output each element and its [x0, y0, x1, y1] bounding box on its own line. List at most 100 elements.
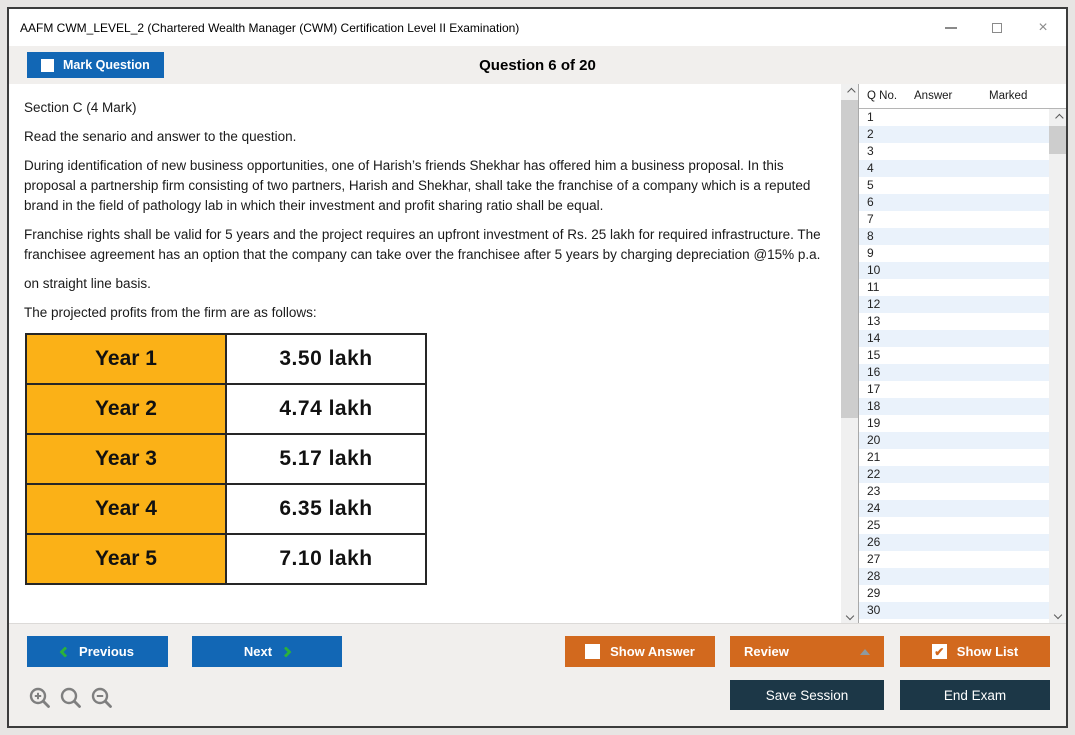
list-scrollbar[interactable] — [1049, 109, 1066, 623]
window-controls: × — [928, 9, 1066, 46]
list-scrollbar-thumb[interactable] — [1049, 126, 1066, 154]
question-list-row[interactable]: 25 — [859, 517, 1049, 534]
scroll-down-arrow[interactable] — [841, 608, 858, 623]
question-list-row[interactable]: 5 — [859, 177, 1049, 194]
question-list-row[interactable]: 12 — [859, 296, 1049, 313]
profit-table-row: Year 2 4.74 lakh — [25, 383, 427, 435]
year-cell: Year 3 — [25, 433, 227, 485]
close-icon: × — [1038, 18, 1048, 36]
question-list-row[interactable]: 2 — [859, 126, 1049, 143]
question-paragraphs: During identification of new business op… — [24, 156, 823, 323]
value-cell: 3.50 lakh — [225, 333, 427, 385]
show-answer-button[interactable]: Show Answer — [565, 636, 715, 667]
question-list-header: Q No. Answer Marked — [859, 84, 1066, 109]
next-button[interactable]: Next — [192, 636, 342, 667]
question-counter: Question 6 of 20 — [479, 56, 596, 74]
question-list-row[interactable]: 7 — [859, 211, 1049, 228]
question-list-rows: 1 2 3 4 5 6 7 8 9 10 11 12 13 14 15 16 17 18 19 20 21 22 23 24 2… — [859, 109, 1049, 619]
minimize-button[interactable] — [928, 9, 974, 46]
question-list-row[interactable]: 18 — [859, 398, 1049, 415]
exam-window: AAFM CWM_LEVEL_2 (Chartered Wealth Manag… — [7, 7, 1068, 728]
question-list-row[interactable]: 21 — [859, 449, 1049, 466]
save-session-label: Save Session — [765, 687, 849, 703]
zoom-reset-icon[interactable] — [59, 686, 83, 710]
question-list-row[interactable]: 27 — [859, 551, 1049, 568]
list-scroll-down-arrow[interactable] — [1049, 607, 1066, 622]
scroll-up-arrow[interactable] — [841, 84, 858, 99]
chevron-left-icon — [59, 645, 71, 658]
question-list-row[interactable]: 14 — [859, 330, 1049, 347]
question-paragraph: The projected profits from the firm are … — [24, 305, 317, 320]
toolbar: Mark Question Question 6 of 20 — [9, 46, 1066, 84]
list-scroll-up-arrow[interactable] — [1049, 110, 1066, 125]
question-list-row[interactable]: 11 — [859, 279, 1049, 296]
question-instruction: Read the senario and answer to the quest… — [24, 129, 297, 144]
question-list-row[interactable]: 23 — [859, 483, 1049, 500]
question-list-row[interactable]: 16 — [859, 364, 1049, 381]
question-list-row[interactable]: 13 — [859, 313, 1049, 330]
profit-table-row: Year 5 7.10 lakh — [25, 533, 427, 585]
previous-button[interactable]: Previous — [27, 636, 168, 667]
question-list-row[interactable]: 1 — [859, 109, 1049, 126]
chevron-up-icon — [846, 87, 856, 96]
show-list-checkbox[interactable] — [931, 644, 947, 659]
question-list-row[interactable]: 29 — [859, 585, 1049, 602]
question-list-row[interactable]: 9 — [859, 245, 1049, 262]
value-cell: 7.10 lakh — [225, 533, 427, 585]
year-cell: Year 2 — [25, 383, 227, 435]
minimize-icon — [945, 26, 957, 29]
column-answer: Answer — [914, 90, 953, 102]
year-cell: Year 5 — [25, 533, 227, 585]
show-list-button[interactable]: Show List — [900, 636, 1050, 667]
profit-table-row: Year 1 3.50 lakh — [25, 333, 427, 385]
maximize-icon — [992, 22, 1002, 33]
question-list-row[interactable]: 15 — [859, 347, 1049, 364]
zoom-in-icon[interactable] — [28, 686, 52, 710]
close-button[interactable]: × — [1020, 9, 1066, 46]
window-title: AAFM CWM_LEVEL_2 (Chartered Wealth Manag… — [20, 20, 520, 35]
question-list-panel: Q No. Answer Marked 1 2 3 4 5 6 7 8 9 10 11 12 13 14 1… — [858, 84, 1066, 623]
triangle-up-icon — [860, 649, 870, 655]
question-list-row[interactable]: 30 — [859, 602, 1049, 619]
question-list-row[interactable]: 24 — [859, 500, 1049, 517]
question-list-row[interactable]: 28 — [859, 568, 1049, 585]
show-answer-checkbox[interactable] — [585, 644, 601, 659]
question-list-row[interactable]: 17 — [859, 381, 1049, 398]
question-list-row[interactable]: 20 — [859, 432, 1049, 449]
content-scrollbar-thumb[interactable] — [841, 100, 858, 418]
question-list-row[interactable]: 19 — [859, 415, 1049, 432]
question-list-row[interactable]: 4 — [859, 160, 1049, 177]
mark-question-checkbox[interactable] — [41, 58, 54, 72]
end-exam-label: End Exam — [943, 687, 1007, 703]
year-cell: Year 1 — [25, 333, 227, 385]
value-cell: 6.35 lakh — [225, 483, 427, 535]
question-paragraph: During identification of new business op… — [24, 158, 811, 213]
title-bar: AAFM CWM_LEVEL_2 (Chartered Wealth Manag… — [9, 9, 1066, 46]
mark-question-button[interactable]: Mark Question — [27, 52, 164, 78]
question-list-row[interactable]: 26 — [859, 534, 1049, 551]
value-cell: 4.74 lakh — [225, 383, 427, 435]
year-cell: Year 4 — [25, 483, 227, 535]
footer-bar: Previous Next Show Answer Review Show Li… — [9, 623, 1066, 726]
zoom-out-icon[interactable] — [90, 686, 114, 710]
save-session-button[interactable]: Save Session — [730, 680, 884, 710]
question-list-row[interactable]: 3 — [859, 143, 1049, 160]
question-content: Section C (4 Mark) Read the senario and … — [9, 84, 841, 623]
profit-table-row: Year 3 5.17 lakh — [25, 433, 427, 485]
column-marked: Marked — [989, 90, 1028, 102]
end-exam-button[interactable]: End Exam — [900, 680, 1050, 710]
question-list-row[interactable]: 10 — [859, 262, 1049, 279]
question-paragraph: on straight line basis. — [24, 276, 151, 291]
review-button[interactable]: Review — [730, 636, 884, 667]
profit-table: Year 1 3.50 lakh Year 2 4.74 lakh Year 3 5.17… — [25, 333, 427, 585]
value-cell: 5.17 lakh — [225, 433, 427, 485]
question-list-body: 1 2 3 4 5 6 7 8 9 10 11 12 13 14 15 16 17 18 19 20 21 22 23 24 2… — [859, 109, 1066, 623]
mark-question-label: Mark Question — [63, 58, 150, 72]
question-list-row[interactable]: 22 — [859, 466, 1049, 483]
profit-table-body: Year 1 3.50 lakh Year 2 4.74 lakh Year 3 5.17… — [25, 333, 427, 585]
question-list-row[interactable]: 6 — [859, 194, 1049, 211]
maximize-button[interactable] — [974, 9, 1020, 46]
zoom-toolbar — [28, 686, 114, 710]
question-list-row[interactable]: 8 — [859, 228, 1049, 245]
content-scrollbar[interactable] — [841, 84, 858, 623]
